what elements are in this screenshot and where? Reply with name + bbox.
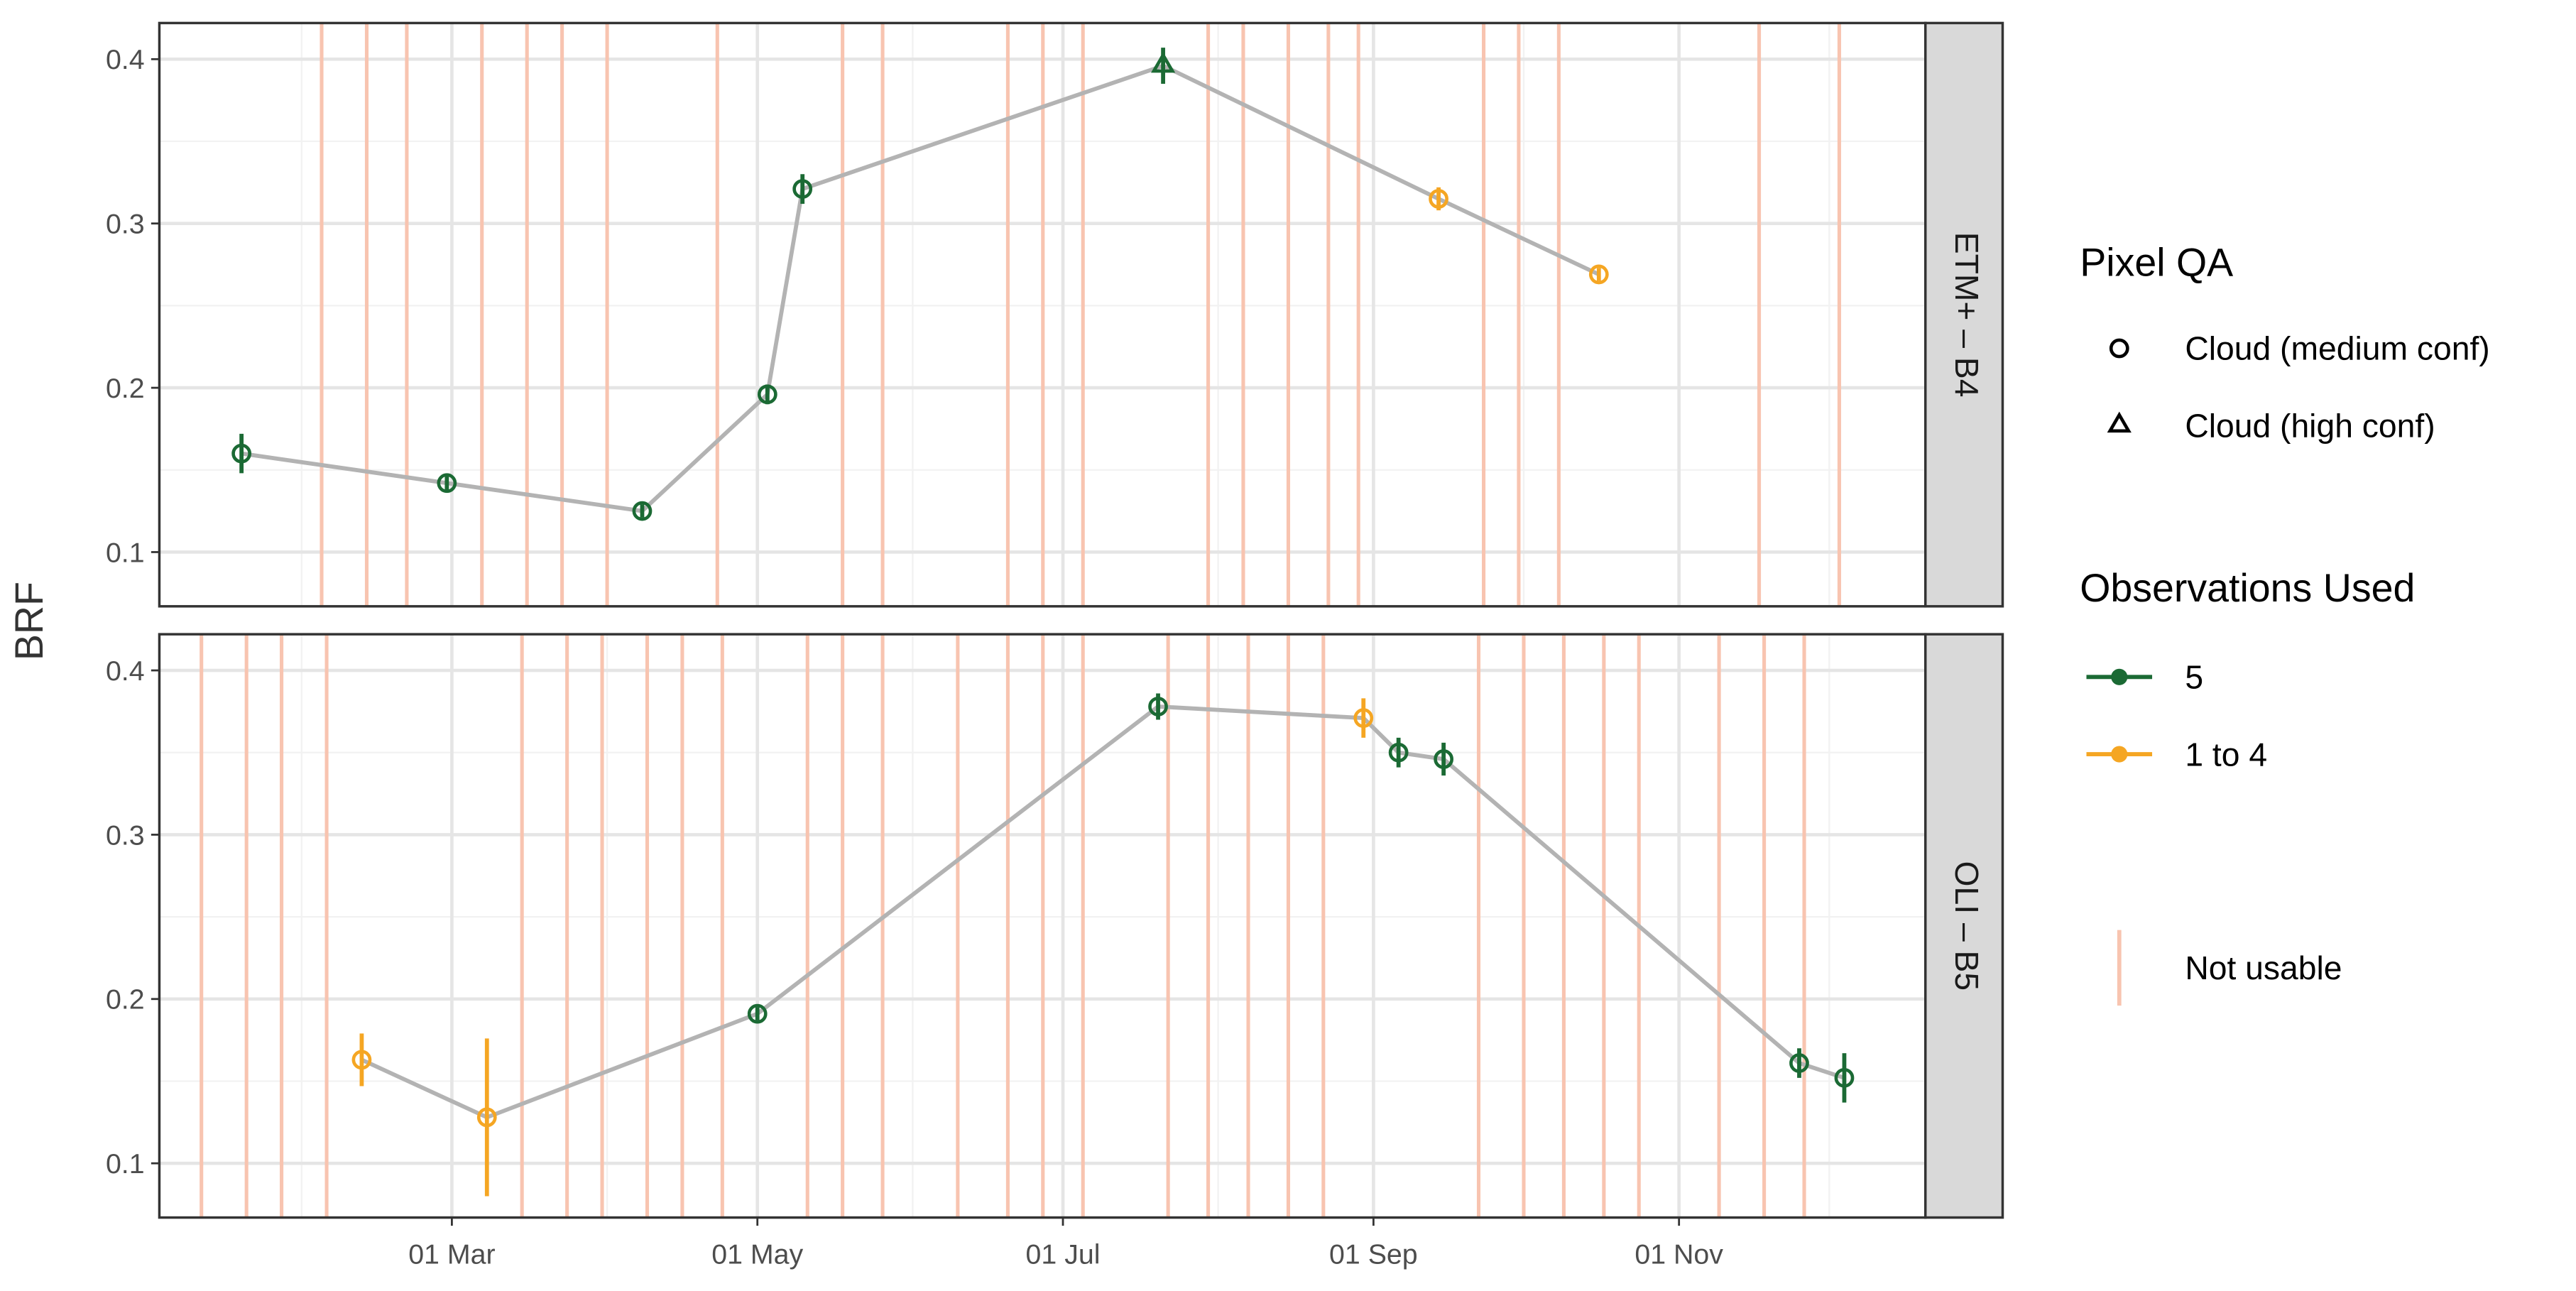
x-tick-label: 01 Mar xyxy=(408,1238,495,1270)
legend-symbol xyxy=(2109,338,2129,359)
legend-title: Pixel QA xyxy=(2080,241,2233,285)
legend-label: Cloud (high conf) xyxy=(2185,407,2435,444)
y-tick-label: 0.1 xyxy=(106,537,145,568)
y-tick-label: 0.3 xyxy=(106,819,145,851)
x-tick-label: 01 Jul xyxy=(1026,1238,1101,1270)
strip-background xyxy=(1924,633,2004,1219)
x-tick-label: 01 Sep xyxy=(1329,1238,1418,1270)
point xyxy=(1834,1067,1855,1088)
y-tick-label: 0.4 xyxy=(106,44,145,75)
point xyxy=(1588,264,1609,285)
y-tick-label: 0.1 xyxy=(106,1148,145,1180)
x-tick-label: 01 May xyxy=(711,1238,803,1270)
point xyxy=(747,1003,768,1024)
legend-symbol xyxy=(2111,668,2128,685)
y-tick-label: 0.2 xyxy=(106,373,145,404)
plot-area xyxy=(159,23,1926,606)
panel: 0.1 0.2 0.3 0.4 OLI – B5 01 Mar 01 May 01 Jul 01… xyxy=(106,633,2004,1270)
point xyxy=(632,501,653,521)
point xyxy=(1388,742,1409,763)
point xyxy=(1789,1053,1809,1073)
y-axis-label: BRF xyxy=(7,582,51,660)
point xyxy=(1434,749,1454,769)
legend-title: Observations Used xyxy=(2080,566,2415,610)
point xyxy=(351,1050,372,1070)
plot-area xyxy=(159,634,1926,1218)
point xyxy=(1148,697,1168,717)
legend-symbol xyxy=(2111,746,2128,763)
y-tick-label: 0.2 xyxy=(106,984,145,1015)
point xyxy=(792,179,813,200)
legend-symbol xyxy=(2107,411,2132,433)
point xyxy=(437,473,457,494)
point xyxy=(1150,51,1176,73)
point xyxy=(231,443,252,464)
panel: 0.1 0.2 0.3 0.4 ETM+ – B4 xyxy=(106,21,2004,608)
point xyxy=(476,1107,497,1128)
legend-label: 5 xyxy=(2185,659,2203,696)
legend-label: Not usable xyxy=(2185,949,2342,986)
x-tick-label: 01 Nov xyxy=(1634,1238,1723,1270)
series-line xyxy=(241,63,1600,513)
point xyxy=(1429,189,1448,209)
legend-label: Cloud (medium conf) xyxy=(2185,330,2489,367)
strip-background xyxy=(1924,21,2004,608)
point xyxy=(1353,708,1374,729)
strip-label: OLI – B5 xyxy=(1948,861,1985,991)
y-tick-label: 0.4 xyxy=(106,655,145,687)
strip-label: ETM+ – B4 xyxy=(1948,232,1985,398)
legend-label: 1 to 4 xyxy=(2185,736,2267,773)
point xyxy=(757,384,777,405)
y-tick-label: 0.3 xyxy=(106,209,145,240)
